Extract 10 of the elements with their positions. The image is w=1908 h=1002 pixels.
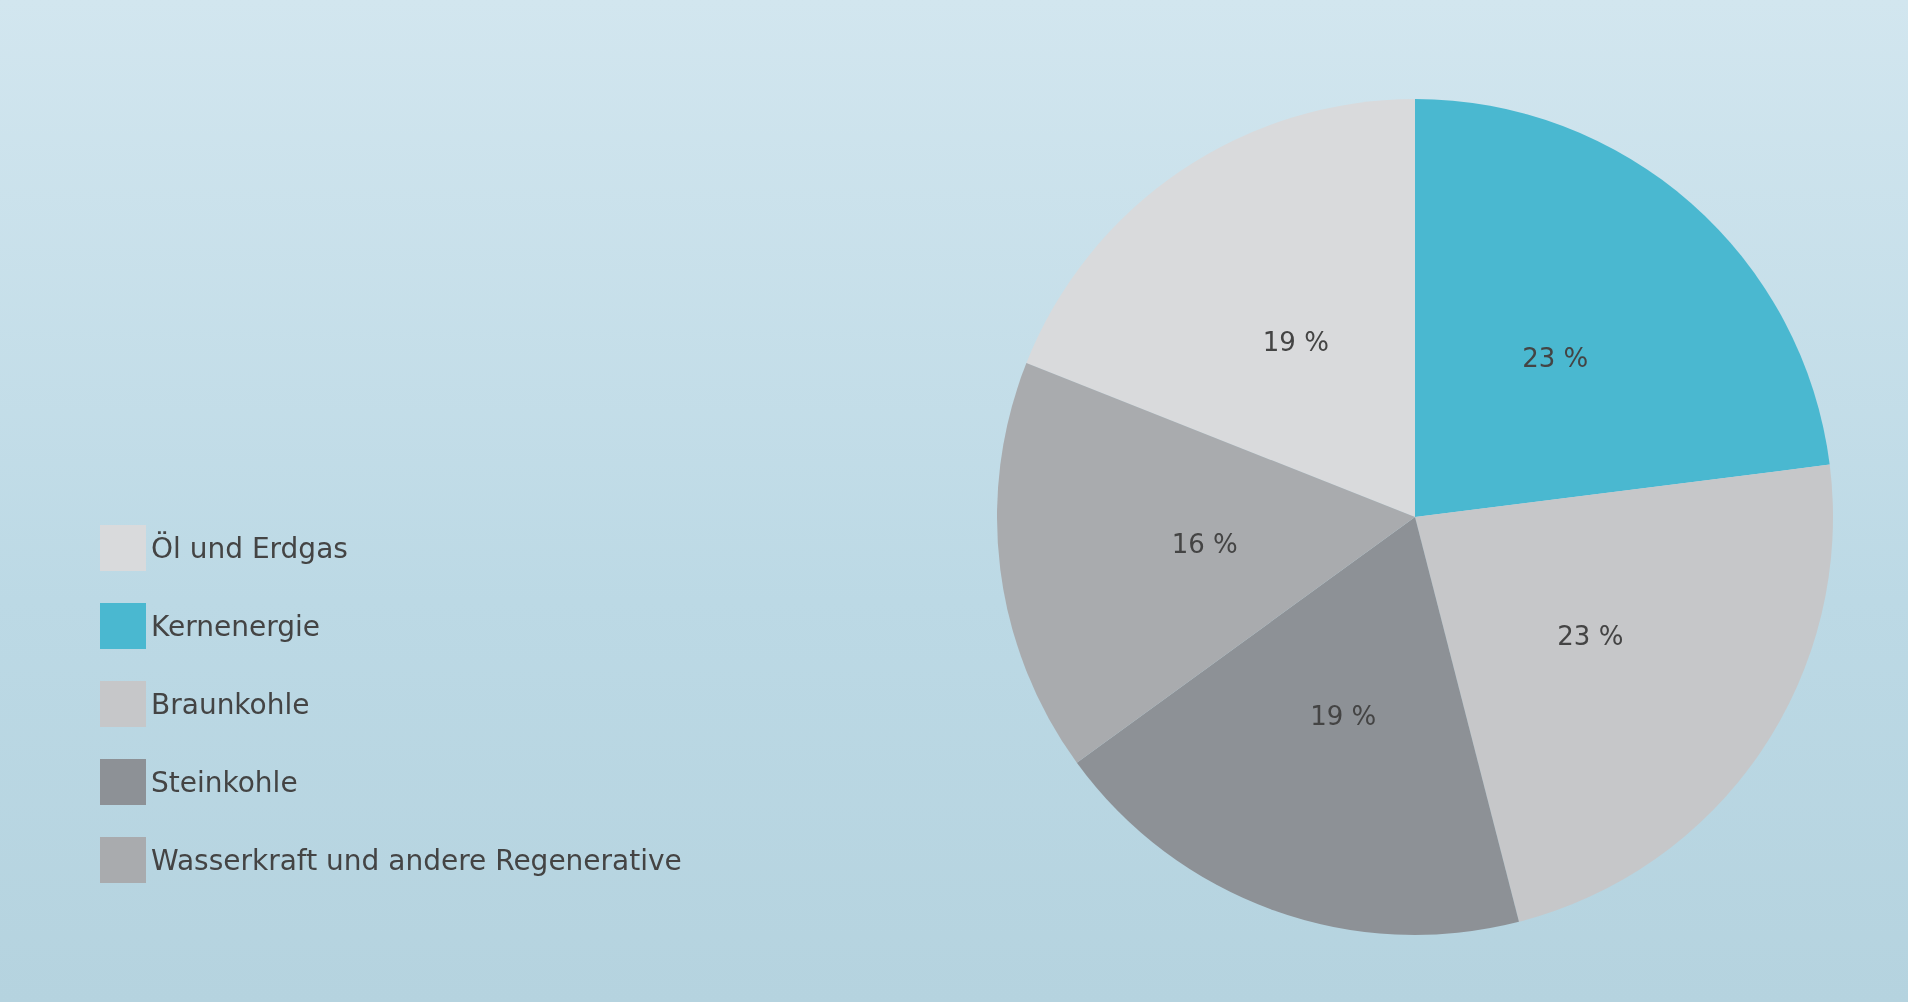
legend-label: Steinkohle	[151, 765, 298, 799]
data-label: 19 %	[1262, 326, 1329, 357]
data-label: 23 %	[1522, 342, 1589, 373]
data-label: 19 %	[1310, 701, 1377, 732]
legend-label: Kernenergie	[151, 609, 320, 643]
data-label: 16 %	[1171, 528, 1238, 559]
legend-label: Öl und Erdgas	[151, 530, 348, 565]
data-label: 23 %	[1557, 621, 1624, 652]
legend-label: Wasserkraft und andere Regenerative	[151, 843, 682, 877]
legend-label: Braunkohle	[151, 687, 310, 721]
